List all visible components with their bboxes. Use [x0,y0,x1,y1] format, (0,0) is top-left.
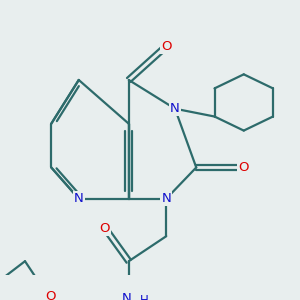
Text: N: N [122,292,132,300]
Text: N: N [170,102,180,115]
Text: N: N [74,192,84,205]
Text: N: N [161,192,171,205]
Text: O: O [161,40,172,53]
Text: O: O [45,290,55,300]
Text: H: H [140,294,149,300]
Text: O: O [99,222,110,235]
Text: O: O [238,161,249,174]
